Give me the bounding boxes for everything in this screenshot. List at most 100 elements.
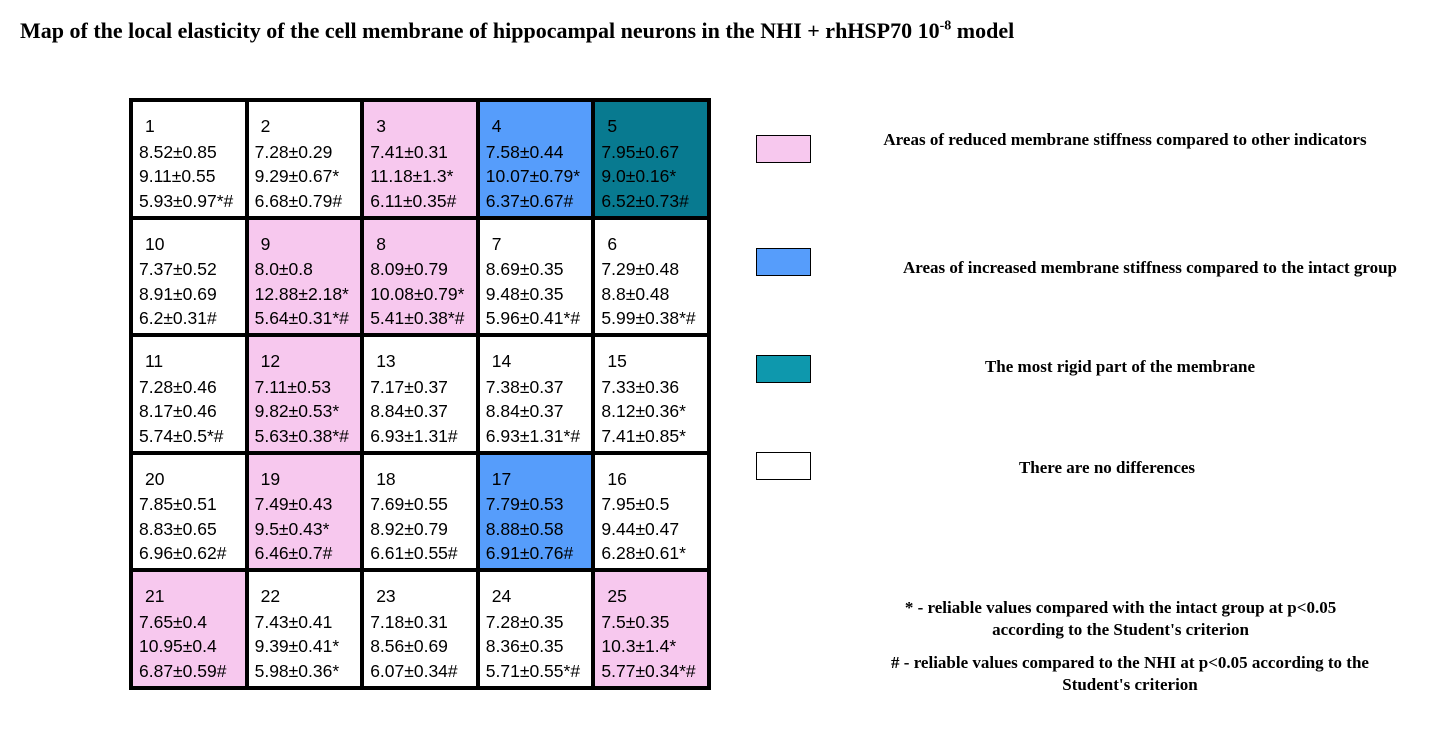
legend-swatch-white xyxy=(756,452,811,480)
cell-value-1: 7.28±0.35 xyxy=(485,611,564,632)
grid-cell-13: 13 7.17±0.37 8.84±0.37 6.93±1.31# xyxy=(364,337,476,451)
grid-cell-25: 25 7.5±0.35 10.3±1.4* 5.77±0.34*# xyxy=(595,572,707,686)
grid-cell-21: 21 7.65±0.4 10.95±0.4 6.87±0.59# xyxy=(133,572,245,686)
grid-cell-8: 8 8.09±0.79 10.08±0.79* 5.41±0.38*# xyxy=(364,219,476,334)
cell-value-1: 7.95±0.5 xyxy=(601,494,670,515)
grid-cell-20: 20 7.85±0.51 8.83±0.65 6.96±0.62# xyxy=(133,454,245,569)
cell-number: 20 xyxy=(145,468,165,489)
grid-cell-19: 19 7.49±0.43 9.5±0.43* 6.46±0.7# xyxy=(248,454,361,569)
elasticity-grid: 1 8.52±0.85 9.11±0.55 5.93±0.97*# 2 7.28±0.29… xyxy=(129,98,711,690)
cell-value-3: 6.87±0.59# xyxy=(139,660,227,681)
cell-value-2: 8.17±0.46 xyxy=(139,401,217,422)
cell-value-1: 7.85±0.51 xyxy=(139,494,217,515)
cell-value-2: 8.84±0.37 xyxy=(485,401,564,422)
cell-number: 15 xyxy=(607,351,627,372)
grid-cell-1: 1 8.52±0.85 9.11±0.55 5.93±0.97*# xyxy=(133,102,245,216)
cell-value-2: 8.56±0.69 xyxy=(370,636,448,657)
title-suffix: model xyxy=(951,18,1015,43)
cell-number: 5 xyxy=(607,116,618,136)
cell-number: 6 xyxy=(607,233,618,254)
cell-number: 24 xyxy=(491,586,512,607)
grid-cell-14: 14 7.38±0.37 8.84±0.37 6.93±1.31*# xyxy=(479,337,592,451)
cell-number: 7 xyxy=(491,233,502,254)
cell-value-3: 6.2±0.31# xyxy=(139,308,217,329)
cell-value-1: 7.17±0.37 xyxy=(370,376,448,397)
cell-value-2: 9.48±0.35 xyxy=(485,283,564,304)
cell-value-1: 7.95±0.67 xyxy=(601,141,680,162)
cell-value-2: 8.88±0.58 xyxy=(485,518,564,539)
cell-value-1: 7.18±0.31 xyxy=(370,611,448,632)
cell-value-3: 6.91±0.76# xyxy=(485,543,574,564)
cell-value-3: 5.41±0.38*# xyxy=(370,308,465,329)
grid-cell-2: 2 7.28±0.29 9.29±0.67* 6.68±0.79# xyxy=(248,102,361,216)
cell-value-2: 9.44±0.47 xyxy=(601,518,680,539)
cell-number: 17 xyxy=(491,468,512,489)
legend-label-rigid: The most rigid part of the membrane xyxy=(984,357,1256,376)
cell-value-2: 8.83±0.65 xyxy=(139,518,217,539)
cell-value-3: 5.77±0.34*# xyxy=(601,660,696,681)
cell-value-3: 6.11±0.35# xyxy=(370,190,457,211)
cell-value-3: 5.99±0.38*# xyxy=(601,308,696,329)
cell-number: 25 xyxy=(607,586,627,607)
cell-value-1: 8.0±0.8 xyxy=(254,259,313,280)
cell-number: 14 xyxy=(491,351,512,372)
cell-value-3: 6.68±0.79# xyxy=(254,190,343,211)
grid-cell-24: 24 7.28±0.35 8.36±0.35 5.71±0.55*# xyxy=(479,572,592,686)
cell-number: 9 xyxy=(260,233,271,254)
cell-number: 18 xyxy=(376,468,396,489)
cell-value-2: 8.92±0.79 xyxy=(370,518,448,539)
cell-value-2: 9.11±0.55 xyxy=(139,166,216,186)
cell-value-1: 8.69±0.35 xyxy=(485,259,564,280)
cell-value-3: 6.61±0.55# xyxy=(370,543,458,564)
cell-value-2: 10.07±0.79* xyxy=(485,166,581,186)
cell-value-3: 5.98±0.36* xyxy=(254,660,340,681)
cell-value-3: 5.71±0.55*# xyxy=(485,660,581,681)
cell-value-1: 7.37±0.52 xyxy=(139,259,217,280)
cell-value-1: 7.43±0.41 xyxy=(254,611,333,632)
cell-value-1: 7.38±0.37 xyxy=(485,376,564,397)
cell-number: 13 xyxy=(376,351,396,372)
grid-cell-7: 7 8.69±0.35 9.48±0.35 5.96±0.41*# xyxy=(479,219,592,334)
cell-value-3: 6.46±0.7# xyxy=(254,543,333,564)
title-superscript: -8 xyxy=(939,18,952,34)
cell-value-3: 6.07±0.34# xyxy=(370,660,458,681)
cell-value-1: 8.52±0.85 xyxy=(139,141,217,162)
cell-number: 12 xyxy=(260,351,281,372)
cell-value-3: 5.96±0.41*# xyxy=(485,308,581,329)
grid-cell-15: 15 7.33±0.36 8.12±0.36* 7.41±0.85* xyxy=(595,337,707,451)
cell-number: 2 xyxy=(260,116,271,136)
cell-number: 8 xyxy=(376,233,386,254)
cell-value-1: 7.28±0.29 xyxy=(254,141,333,162)
grid-cell-23: 23 7.18±0.31 8.56±0.69 6.07±0.34# xyxy=(364,572,476,686)
cell-value-1: 7.69±0.55 xyxy=(370,494,448,515)
grid-cell-10: 10 7.37±0.52 8.91±0.69 6.2±0.31# xyxy=(133,219,245,334)
grid-cell-22: 22 7.43±0.41 9.39±0.41* 5.98±0.36* xyxy=(248,572,361,686)
cell-number: 10 xyxy=(145,233,165,254)
cell-value-1: 7.58±0.44 xyxy=(485,141,564,162)
cell-number: 3 xyxy=(376,116,386,136)
title-main: Map of the local elasticity of the cell … xyxy=(20,18,940,43)
cell-value-1: 7.33±0.36 xyxy=(601,376,680,397)
cell-value-3: 6.93±1.31*# xyxy=(485,425,581,446)
legend-label-none: There are no differences xyxy=(1018,458,1196,477)
legend-label-reduced: Areas of reduced membrane stiffness comp… xyxy=(883,130,1367,149)
cell-value-2: 10.08±0.79* xyxy=(370,283,465,304)
cell-value-3: 6.28±0.61* xyxy=(601,543,686,564)
note-hash: # - reliable values compared to the NHI … xyxy=(891,653,1369,694)
grid-cell-6: 6 7.29±0.48 8.8±0.48 5.99±0.38*# xyxy=(595,219,707,334)
cell-value-2: 9.29±0.67* xyxy=(254,166,340,186)
grid-cell-11: 11 7.28±0.46 8.17±0.46 5.74±0.5*# xyxy=(133,337,245,451)
figure-title: Map of the local elasticity of the cell … xyxy=(20,18,1014,44)
cell-value-2: 8.84±0.37 xyxy=(370,401,448,422)
legend-swatch-teal xyxy=(756,355,811,383)
cell-value-1: 7.29±0.48 xyxy=(601,259,680,280)
note-star: * - reliable values compared with the in… xyxy=(904,598,1337,639)
cell-value-1: 7.49±0.43 xyxy=(254,494,333,515)
legend-label-increased: Areas of increased membrane stiffness co… xyxy=(902,258,1398,277)
cell-value-3: 5.74±0.5*# xyxy=(139,425,224,446)
grid-cell-17: 17 7.79±0.53 8.88±0.58 6.91±0.76# xyxy=(479,454,592,569)
grid-cell-5: 5 7.95±0.67 9.0±0.16* 6.52±0.73# xyxy=(595,102,707,216)
cell-number: 11 xyxy=(145,351,164,372)
grid-cell-16: 16 7.95±0.5 9.44±0.47 6.28±0.61* xyxy=(595,454,707,569)
cell-value-2: 9.39±0.41* xyxy=(254,636,340,657)
